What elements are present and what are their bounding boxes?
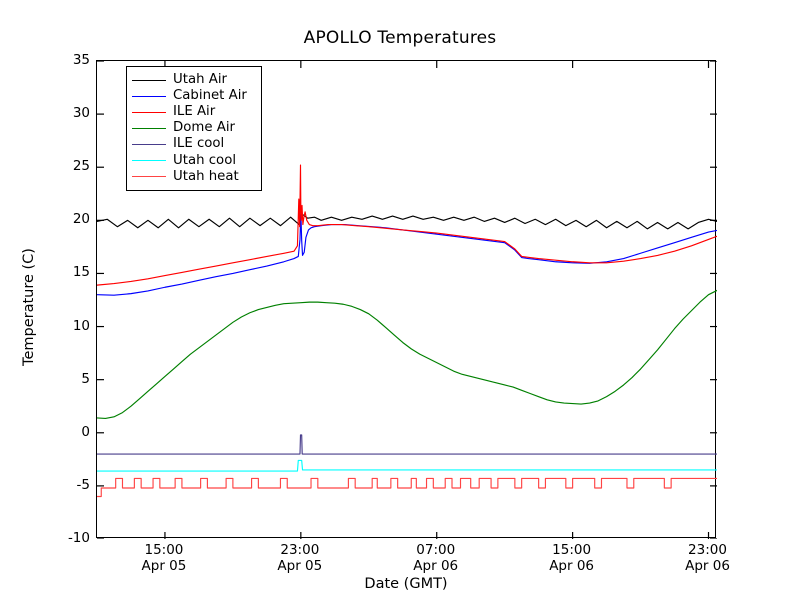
- x-axis-label: Date (GMT): [364, 576, 448, 592]
- x-tick-label: 23:00 Apr 06: [648, 542, 768, 574]
- legend-item-dome-air[interactable]: Dome Air: [132, 120, 255, 136]
- series-line-dome-air: [97, 289, 717, 420]
- series-line-ile-air: [97, 164, 717, 286]
- y-tick-label: 30: [72, 105, 90, 122]
- y-tick-label: 5: [81, 370, 90, 387]
- x-tick-time: 07:00: [416, 542, 456, 558]
- series-canvas: [97, 61, 717, 539]
- legend-label: Cabinet Air: [173, 88, 247, 104]
- y-axis-ticks: 35 30 25 20 15 10 5 0 -5 -10: [36, 52, 90, 546]
- y-tick-label: 35: [72, 52, 90, 68]
- series-line-ile-cool: [97, 434, 717, 455]
- legend-label: ILE cool: [173, 136, 225, 152]
- legend-label: Dome Air: [173, 120, 235, 136]
- x-tick-label: 15:00 Apr 05: [104, 542, 224, 574]
- series-line-cabinet-air: [97, 211, 717, 296]
- chart-title: APOLLO Temperatures: [303, 28, 497, 48]
- x-tick-label: 23:00 Apr 05: [240, 542, 360, 574]
- y-tick-label: 20: [72, 211, 90, 228]
- x-tick-date: Apr 05: [277, 557, 323, 574]
- x-tick-date: Apr 06: [685, 557, 730, 574]
- legend-swatch-icon: [132, 160, 166, 162]
- y-tick-label: -10: [67, 530, 90, 546]
- legend-swatch-icon: [132, 95, 166, 97]
- x-tick-time: 23:00: [280, 542, 320, 558]
- legend-swatch-icon: [132, 127, 166, 129]
- chart-legend: Utah Air Cabinet Air ILE Air Dome Air ILE co…: [126, 66, 262, 191]
- y-tick-label: -5: [76, 476, 90, 493]
- x-tick-label: 15:00 Apr 06: [512, 542, 632, 574]
- legend-item-cabinet-air[interactable]: Cabinet Air: [132, 88, 255, 104]
- legend-item-utah-air[interactable]: Utah Air: [132, 72, 255, 88]
- x-tick-time: 15:00: [552, 542, 592, 558]
- x-tick-date: Apr 06: [549, 557, 595, 574]
- legend-label: Utah cool: [173, 152, 237, 168]
- legend-item-utah-cool[interactable]: Utah cool: [132, 152, 255, 168]
- y-axis-label: Temperature (C): [21, 248, 37, 366]
- legend-label: Utah Air: [173, 72, 228, 88]
- legend-swatch-icon: [132, 143, 166, 145]
- series-line-utah-heat: [97, 477, 717, 498]
- x-tick-date: Apr 05: [141, 557, 187, 574]
- series-line-utah-cool: [97, 459, 717, 472]
- y-tick-label: 0: [81, 423, 90, 440]
- legend-item-ile-air[interactable]: ILE Air: [132, 104, 255, 120]
- x-tick-label: 07:00 Apr 06: [376, 542, 496, 574]
- legend-item-ile-cool[interactable]: ILE cool: [132, 136, 255, 152]
- legend-swatch-icon: [132, 176, 166, 178]
- x-axis-ticks: 15:00 Apr 05 23:00 Apr 05 07:00 Apr 06 15:00 Ap…: [96, 538, 730, 586]
- y-tick-label: 15: [72, 264, 90, 281]
- y-tick-label: 25: [72, 158, 90, 175]
- legend-swatch-icon: [132, 79, 166, 81]
- y-tick-label: 10: [72, 317, 90, 334]
- legend-swatch-icon: [132, 111, 166, 113]
- series-line-utah-air: [97, 213, 717, 230]
- x-tick-date: Apr 06: [413, 557, 459, 574]
- legend-label: ILE Air: [173, 104, 216, 120]
- legend-label: Utah heat: [173, 168, 239, 184]
- x-tick-time: 23:00: [688, 542, 727, 558]
- legend-item-utah-heat[interactable]: Utah heat: [132, 169, 255, 185]
- x-tick-time: 15:00: [144, 542, 184, 558]
